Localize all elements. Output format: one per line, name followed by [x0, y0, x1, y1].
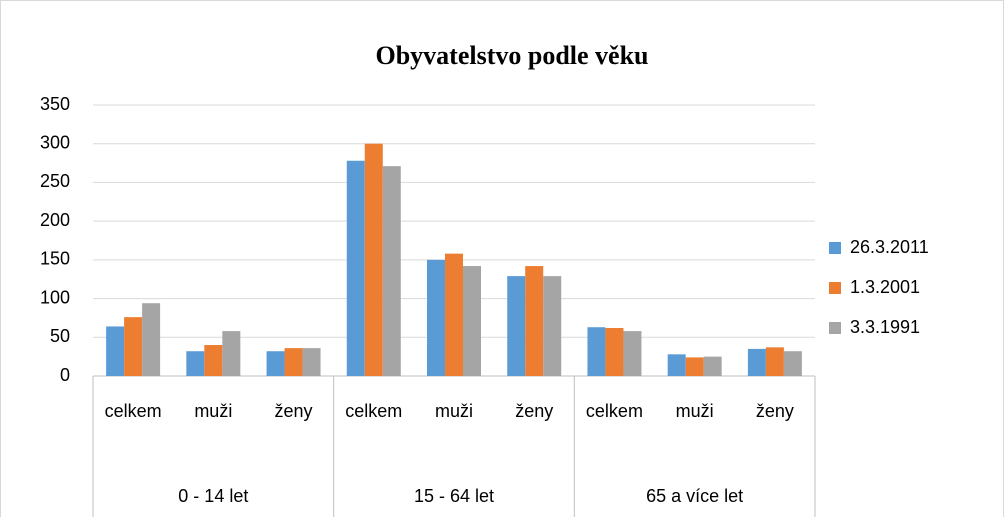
legend-label: 3.3.1991 — [850, 317, 920, 337]
bar — [783, 351, 802, 376]
bar — [623, 331, 642, 376]
bar — [427, 259, 445, 376]
bar — [284, 348, 303, 376]
bar — [106, 326, 125, 376]
bar — [703, 356, 722, 376]
y-tick-label: 150 — [40, 249, 70, 269]
bar — [667, 354, 686, 376]
bar — [222, 331, 241, 376]
bar — [525, 266, 544, 376]
x-tick-label: celkem — [105, 401, 162, 421]
bar — [382, 166, 401, 376]
bar — [765, 347, 784, 376]
group-label: 15 - 64 let — [414, 486, 494, 506]
bar — [204, 345, 223, 376]
legend-swatch — [829, 322, 841, 334]
bar — [445, 253, 463, 376]
legend-swatch — [829, 242, 841, 254]
chart-title: Obyvatelstvo podle věku — [375, 41, 648, 70]
legend-label: 1.3.2001 — [850, 277, 920, 297]
x-tick-label: ženy — [756, 401, 794, 421]
x-tick-label: celkem — [345, 401, 402, 421]
bar — [685, 357, 704, 376]
y-tick-label: 200 — [40, 210, 70, 230]
x-tick-label: muži — [676, 401, 714, 421]
bar — [142, 303, 161, 376]
group-label: 65 a více let — [646, 486, 743, 506]
y-tick-label: 250 — [40, 171, 70, 191]
x-tick-label: ženy — [275, 401, 313, 421]
bar — [747, 348, 766, 376]
bar — [302, 348, 321, 376]
y-tick-label: 0 — [60, 365, 70, 385]
bar — [507, 276, 526, 376]
y-tick-label: 350 — [40, 94, 70, 114]
legend-label: 26.3.2011 — [850, 237, 929, 257]
x-tick-label: ženy — [515, 401, 553, 421]
bar — [463, 266, 481, 376]
bar — [124, 317, 143, 376]
y-tick-label: 50 — [50, 326, 70, 346]
x-tick-label: muži — [435, 401, 473, 421]
legend-swatch — [829, 282, 841, 294]
x-tick-label: celkem — [586, 401, 643, 421]
group-label: 0 - 14 let — [178, 486, 248, 506]
bar — [346, 160, 365, 376]
bar — [605, 327, 624, 376]
bar — [266, 351, 285, 376]
y-tick-label: 300 — [40, 132, 70, 152]
bar — [543, 276, 562, 376]
bar — [364, 143, 383, 376]
y-tick-label: 100 — [40, 287, 70, 307]
bar — [186, 351, 205, 376]
x-tick-label: muži — [194, 401, 232, 421]
bar — [587, 327, 606, 376]
